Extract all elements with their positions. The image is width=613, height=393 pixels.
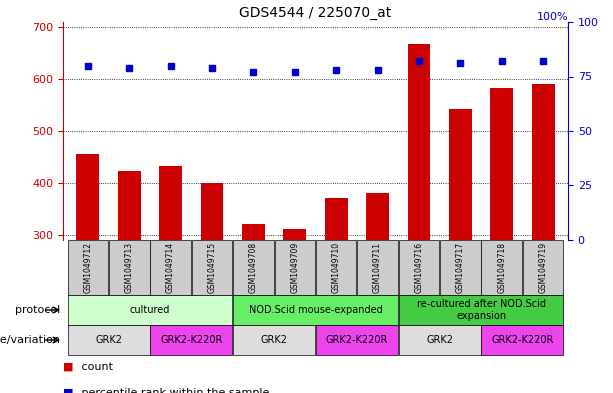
Bar <box>357 240 398 295</box>
Bar <box>490 88 513 240</box>
Bar <box>159 166 182 240</box>
Text: GRK2-K220R: GRK2-K220R <box>160 335 223 345</box>
Text: GSM1049712: GSM1049712 <box>83 242 93 293</box>
Bar <box>325 198 348 240</box>
Bar <box>118 171 140 240</box>
Title: GDS4544 / 225070_at: GDS4544 / 225070_at <box>239 6 392 20</box>
Bar <box>398 240 440 295</box>
Bar <box>233 295 398 325</box>
Bar <box>67 295 232 325</box>
Bar <box>200 183 223 240</box>
Bar <box>408 44 430 240</box>
Text: GSM1049709: GSM1049709 <box>291 242 299 293</box>
Text: GSM1049719: GSM1049719 <box>539 242 547 293</box>
Text: genotype/variation: genotype/variation <box>0 335 61 345</box>
Bar <box>398 295 563 325</box>
Text: GRK2: GRK2 <box>261 335 287 345</box>
Bar <box>233 240 273 295</box>
Bar <box>283 229 306 240</box>
Text: GSM1049718: GSM1049718 <box>497 242 506 293</box>
Text: percentile rank within the sample: percentile rank within the sample <box>78 387 270 393</box>
Text: GSM1049713: GSM1049713 <box>124 242 134 293</box>
Text: GSM1049715: GSM1049715 <box>208 242 216 293</box>
Text: GRK2-K220R: GRK2-K220R <box>491 335 554 345</box>
Bar <box>532 84 555 240</box>
Bar <box>316 240 357 295</box>
Bar <box>109 240 150 295</box>
Text: GSM1049711: GSM1049711 <box>373 242 382 293</box>
Text: re-cultured after NOD.Scid
expansion: re-cultured after NOD.Scid expansion <box>417 299 546 321</box>
Text: count: count <box>78 362 113 372</box>
Text: GRK2: GRK2 <box>95 335 122 345</box>
Text: 100%: 100% <box>536 12 568 22</box>
Bar <box>275 240 315 295</box>
Text: cultured: cultured <box>130 305 170 315</box>
Bar <box>481 240 522 295</box>
Text: GRK2: GRK2 <box>426 335 453 345</box>
Bar <box>67 325 150 355</box>
Bar <box>523 240 563 295</box>
Bar <box>366 193 389 240</box>
Bar <box>192 240 232 295</box>
Bar <box>150 325 232 355</box>
Bar <box>233 325 315 355</box>
Text: NOD.Scid mouse-expanded: NOD.Scid mouse-expanded <box>249 305 383 315</box>
Bar <box>67 240 108 295</box>
Bar <box>481 325 563 355</box>
Bar <box>316 325 398 355</box>
Bar <box>398 325 481 355</box>
Text: ■: ■ <box>63 362 74 372</box>
Bar <box>440 240 481 295</box>
Text: ■: ■ <box>63 387 74 393</box>
Bar <box>77 154 99 240</box>
Bar <box>449 109 472 240</box>
Bar <box>150 240 191 295</box>
Bar <box>242 224 265 240</box>
Text: protocol: protocol <box>15 305 61 315</box>
Text: GSM1049716: GSM1049716 <box>414 242 424 293</box>
Text: GSM1049717: GSM1049717 <box>456 242 465 293</box>
Text: GRK2-K220R: GRK2-K220R <box>326 335 388 345</box>
Text: GSM1049708: GSM1049708 <box>249 242 258 293</box>
Text: GSM1049710: GSM1049710 <box>332 242 341 293</box>
Text: GSM1049714: GSM1049714 <box>166 242 175 293</box>
